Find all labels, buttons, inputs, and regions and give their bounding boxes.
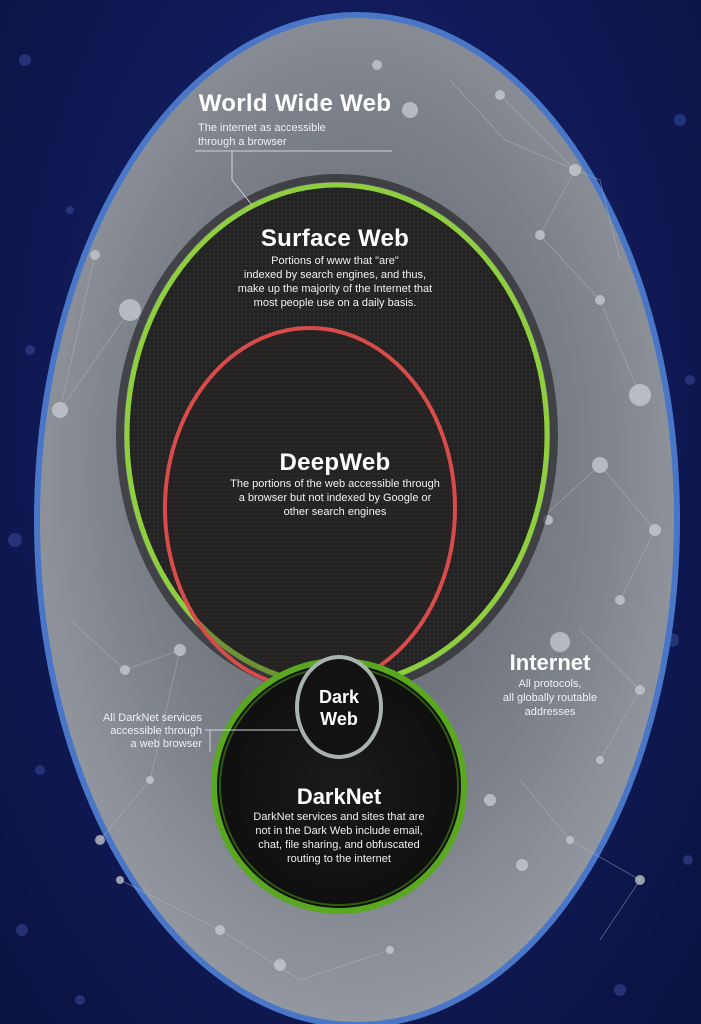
darknet-description: DarkNet services and sites that are not … — [229, 810, 449, 866]
darknet-desc-line: routing to the internet — [287, 853, 391, 865]
surface-web-description: Portions of www that "are" indexed by se… — [180, 254, 490, 310]
dark-web-callout-line: All DarkNet services — [102, 712, 202, 724]
dark-web-title: Dark Web — [299, 686, 379, 730]
dark-web-callout: All DarkNet services accessible through … — [72, 712, 202, 751]
deep-desc-line: a browser but not indexed by Google or — [238, 492, 432, 504]
dark-web-ellipse — [295, 655, 383, 759]
internet-desc-line: All protocols, — [518, 678, 582, 690]
www-desc-line: The internet as accessible — [198, 122, 326, 134]
www-title: World Wide Web — [198, 90, 392, 117]
deep-desc-line: The portions of the web accessible throu… — [230, 478, 440, 490]
www-desc-line: through a browser — [198, 136, 287, 148]
internet-description: All protocols, all globally routable add… — [480, 677, 620, 719]
deep-desc-line: other search engines — [283, 506, 387, 518]
deep-web-description: The portions of the web accessible throu… — [190, 477, 480, 519]
darknet-title: DarkNet — [296, 784, 382, 809]
surface-desc-line: Portions of www that "are" — [271, 255, 399, 267]
dark-web-callout-line: accessible through — [110, 725, 202, 737]
deep-web-title: DeepWeb — [279, 449, 391, 476]
internet-title: Internet — [509, 650, 591, 675]
surface-desc-line: make up the majority of the Internet tha… — [237, 283, 433, 295]
dark-web-title-line: Dark — [318, 687, 360, 707]
darknet-desc-line: chat, file sharing, and obfuscated — [258, 839, 420, 851]
callout-lines — [195, 150, 392, 752]
internet-desc-line: all globally routable — [502, 692, 598, 704]
internet-desc-line: addresses — [524, 706, 576, 718]
surface-web-title: Surface Web — [260, 225, 410, 252]
darknet-desc-line: not in the Dark Web include email, — [255, 825, 423, 837]
surface-desc-line: most people use on a daily basis. — [253, 297, 417, 309]
dark-web-callout-line: a web browser — [130, 738, 202, 750]
surface-desc-line: indexed by search engines, and thus, — [243, 269, 427, 281]
www-description: The internet as accessible through a bro… — [150, 121, 368, 149]
network-nodes — [52, 60, 661, 971]
darknet-desc-line: DarkNet services and sites that are — [253, 811, 425, 823]
dark-web-title-line: Web — [320, 709, 358, 729]
